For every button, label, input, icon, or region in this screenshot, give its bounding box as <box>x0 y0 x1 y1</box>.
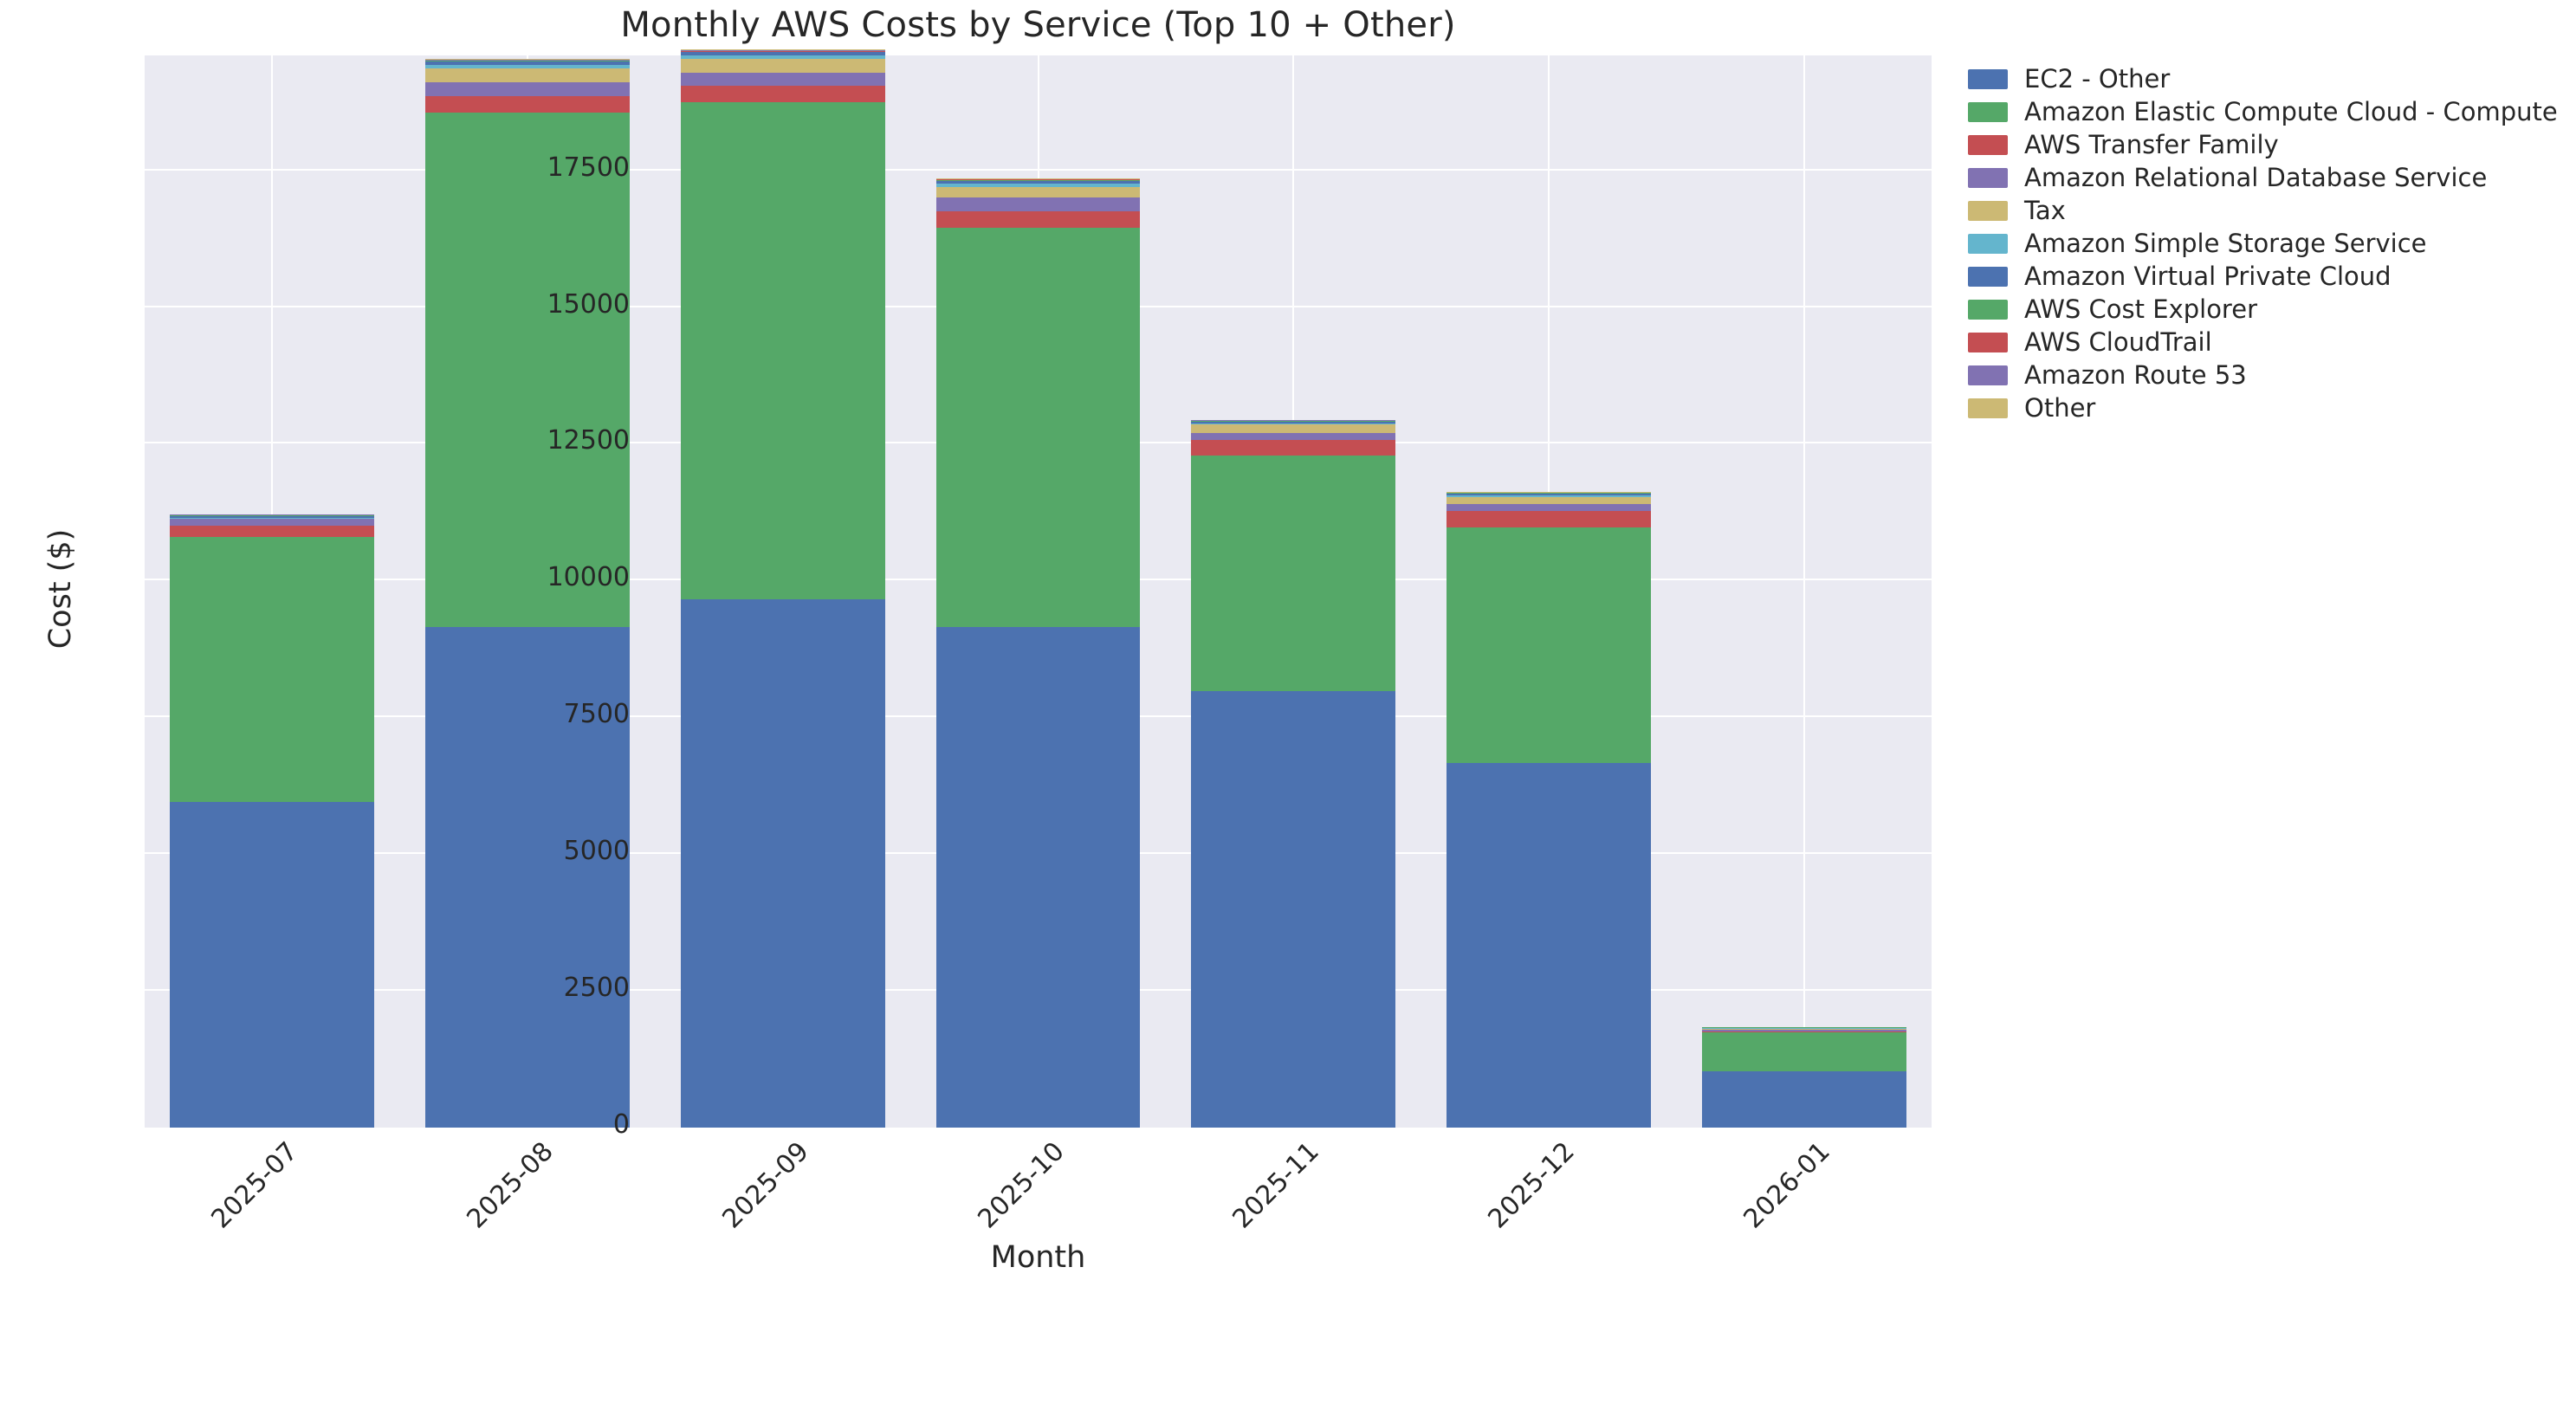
bar-segment[interactable] <box>681 599 885 1128</box>
legend-label: AWS CloudTrail <box>2024 327 2212 357</box>
bar-segment[interactable] <box>681 73 885 87</box>
legend-item[interactable]: Amazon Elastic Compute Cloud - Compute <box>1968 95 2558 128</box>
bar-segment[interactable] <box>1447 497 1651 504</box>
legend-item[interactable]: AWS CloudTrail <box>1968 326 2558 359</box>
bar-segment[interactable] <box>936 197 1141 211</box>
chart-legend: EC2 - Other Amazon Elastic Compute Cloud … <box>1968 62 2558 424</box>
chart-figure: Monthly AWS Costs by Service (Top 10 + O… <box>0 0 2576 1284</box>
bar-segment[interactable] <box>1702 1032 1906 1071</box>
bar-stack[interactable] <box>1702 1027 1906 1128</box>
bar-segment[interactable] <box>936 211 1141 228</box>
bar-stack[interactable] <box>936 178 1141 1128</box>
legend-swatch-icon <box>1968 267 2008 287</box>
bar-stack[interactable] <box>170 514 374 1128</box>
legend-item[interactable]: Other <box>1968 391 2558 424</box>
bar-segment[interactable] <box>170 519 374 526</box>
bar-stack[interactable] <box>681 49 885 1128</box>
bar-segment[interactable] <box>681 86 885 101</box>
plot-area <box>145 55 1932 1128</box>
legend-item[interactable]: AWS Transfer Family <box>1968 128 2558 161</box>
bar-segment[interactable] <box>1191 424 1395 432</box>
legend-item[interactable]: AWS Cost Explorer <box>1968 293 2558 326</box>
bar-segment[interactable] <box>1447 527 1651 763</box>
legend-label: Tax <box>2024 196 2066 225</box>
bar-segment[interactable] <box>425 96 630 113</box>
bar-stack[interactable] <box>1447 492 1651 1128</box>
x-axis-label: Month <box>145 1240 1932 1275</box>
bar-segment[interactable] <box>1191 433 1395 440</box>
bar-segment[interactable] <box>170 526 374 537</box>
legend-swatch-icon <box>1968 168 2008 188</box>
legend-swatch-icon <box>1968 365 2008 385</box>
bar-segment[interactable] <box>936 187 1141 198</box>
legend-item[interactable]: Amazon Route 53 <box>1968 359 2558 391</box>
legend-label: AWS Transfer Family <box>2024 130 2279 159</box>
chart-title: Monthly AWS Costs by Service (Top 10 + O… <box>145 5 1932 45</box>
bar-segment[interactable] <box>170 537 374 802</box>
legend-item[interactable]: Tax <box>1968 194 2558 227</box>
legend-swatch-icon <box>1968 102 2008 122</box>
legend-swatch-icon <box>1968 201 2008 221</box>
bar-segment[interactable] <box>1702 1071 1906 1128</box>
legend-swatch-icon <box>1968 234 2008 254</box>
legend-swatch-icon <box>1968 300 2008 320</box>
legend-label: Amazon Relational Database Service <box>2024 163 2487 192</box>
legend-label: Amazon Virtual Private Cloud <box>2024 262 2392 291</box>
bar-segment[interactable] <box>425 82 630 96</box>
bar-segment[interactable] <box>1191 691 1395 1128</box>
bar-segment[interactable] <box>681 59 885 73</box>
legend-label: EC2 - Other <box>2024 64 2170 94</box>
bar-segment[interactable] <box>425 113 630 627</box>
bar-segment[interactable] <box>936 627 1141 1128</box>
legend-swatch-icon <box>1968 135 2008 155</box>
y-axis-label: Cost ($) <box>43 260 78 918</box>
legend-item[interactable]: Amazon Simple Storage Service <box>1968 227 2558 260</box>
legend-item[interactable]: Amazon Virtual Private Cloud <box>1968 260 2558 293</box>
bar-segment[interactable] <box>681 102 885 600</box>
legend-item[interactable]: Amazon Relational Database Service <box>1968 161 2558 194</box>
legend-label: Amazon Elastic Compute Cloud - Compute <box>2024 97 2558 126</box>
legend-label: Other <box>2024 393 2095 423</box>
bar-stack[interactable] <box>1191 420 1395 1128</box>
legend-item[interactable]: EC2 - Other <box>1968 62 2558 95</box>
bar-segment[interactable] <box>936 228 1141 627</box>
bar-segment[interactable] <box>1191 440 1395 456</box>
bar-segment[interactable] <box>425 68 630 82</box>
vertical-gridline <box>1803 55 1805 1128</box>
bar-segment[interactable] <box>170 802 374 1128</box>
legend-label: AWS Cost Explorer <box>2024 294 2257 324</box>
legend-swatch-icon <box>1968 333 2008 352</box>
legend-label: Amazon Route 53 <box>2024 360 2247 390</box>
bar-segment[interactable] <box>1447 511 1651 527</box>
legend-label: Amazon Simple Storage Service <box>2024 229 2427 258</box>
bar-segment[interactable] <box>1191 456 1395 691</box>
bar-segment[interactable] <box>1447 504 1651 511</box>
legend-swatch-icon <box>1968 69 2008 89</box>
legend-swatch-icon <box>1968 398 2008 418</box>
bar-segment[interactable] <box>1447 763 1651 1128</box>
bar-stack[interactable] <box>425 59 630 1128</box>
